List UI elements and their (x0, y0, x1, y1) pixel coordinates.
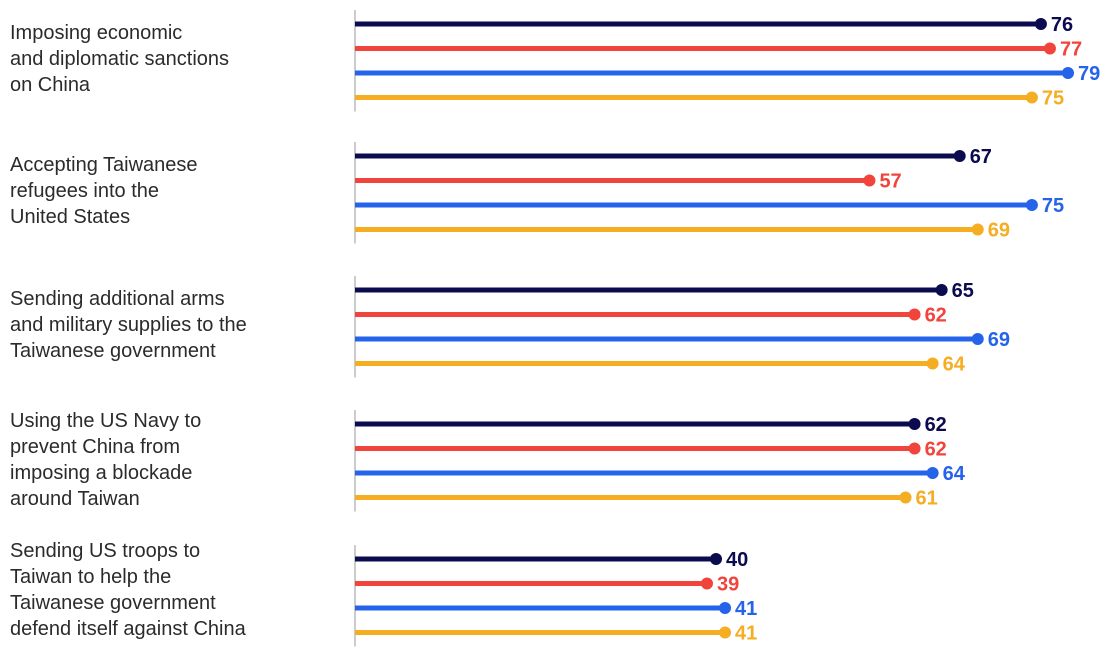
bar-end-dot (953, 150, 966, 162)
data-label: 57 (879, 171, 901, 193)
bar-end-dot (908, 418, 921, 430)
data-label: 40 (726, 549, 748, 571)
category-label: Sending US troops to Taiwan to help the … (10, 540, 246, 640)
category-label: Sending additional arms and military sup… (10, 288, 247, 362)
data-label: 62 (925, 414, 947, 436)
bar-end-dot (1062, 67, 1074, 79)
data-label: 41 (735, 623, 757, 645)
bar-end-dot (700, 577, 713, 590)
data-label: 75 (1042, 88, 1064, 110)
bar-end-dot (719, 626, 732, 639)
data-label: 64 (943, 463, 966, 485)
bar-end-dot (1034, 18, 1047, 30)
bar-end-dot (1025, 91, 1038, 104)
category-label: Using the US Navy to prevent China from … (10, 410, 202, 510)
bar-end-dot (1043, 42, 1056, 55)
data-label: 64 (943, 354, 966, 376)
data-label: 77 (1060, 39, 1082, 61)
bar-end-dot (926, 467, 939, 479)
bar-end-dot (935, 284, 948, 296)
data-label: 67 (970, 146, 992, 168)
data-label: 41 (735, 598, 757, 620)
bar-end-dot (1025, 199, 1038, 211)
data-label: 39 (717, 574, 739, 596)
bar-end-dot (710, 553, 723, 565)
data-label: 69 (988, 329, 1010, 351)
bar-end-dot (863, 174, 876, 187)
category-label: Imposing economic and diplomatic sanctio… (10, 22, 230, 96)
bar-end-dot (926, 357, 939, 370)
data-label: 76 (1051, 14, 1073, 36)
bar-end-dot (971, 333, 984, 345)
bar-end-dot (971, 223, 984, 236)
category-label: Accepting Taiwanese refugees into the Un… (10, 154, 198, 228)
data-label: 75 (1042, 195, 1064, 217)
bar-end-dot (908, 308, 921, 321)
data-label: 62 (925, 439, 947, 461)
bar-end-dot (908, 442, 921, 455)
data-label: 65 (952, 280, 974, 302)
data-label: 61 (916, 488, 938, 510)
data-label: 62 (925, 305, 947, 327)
data-label: 69 (988, 220, 1010, 242)
data-label: 79 (1078, 63, 1100, 85)
bar-end-dot (719, 602, 732, 614)
bar-end-dot (899, 491, 912, 504)
